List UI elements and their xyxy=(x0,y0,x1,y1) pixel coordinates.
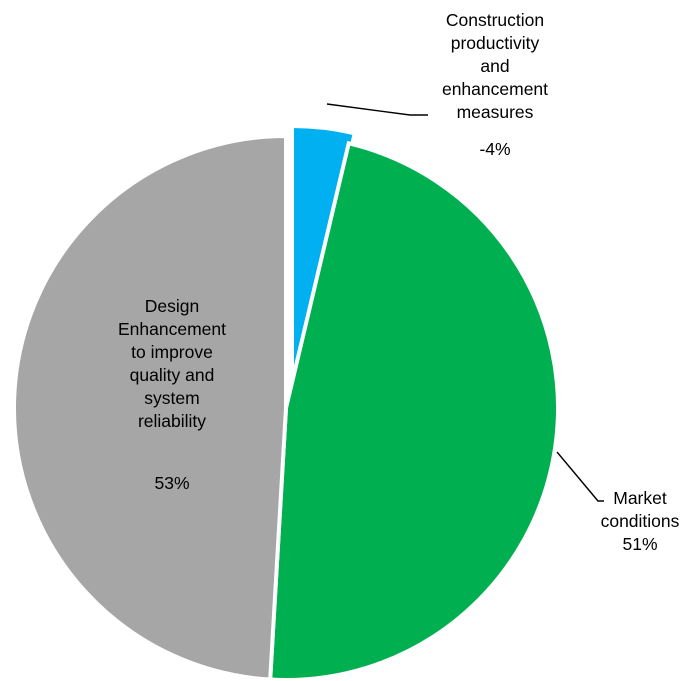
slice-label-line: quality and xyxy=(130,365,215,385)
pie-slices xyxy=(12,123,560,681)
slice-label-line: system xyxy=(144,388,199,408)
pie-slice-design xyxy=(12,133,288,681)
leader-line-construction xyxy=(326,103,428,116)
slice-label-line: to improve xyxy=(131,342,213,362)
slice-label-construction: Construction productivity and enhancement me… xyxy=(442,10,548,159)
slice-label-market: Market conditions 51% xyxy=(601,488,680,554)
leader-line-market xyxy=(556,451,604,502)
slice-label-line: Design xyxy=(145,296,199,316)
slice-label-line: enhancement xyxy=(442,79,548,99)
slice-labels: Construction productivity and enhancement me… xyxy=(118,10,680,554)
slice-label-line: measures xyxy=(457,102,534,122)
slice-label-line: Market xyxy=(613,488,667,508)
leader-lines xyxy=(326,103,604,502)
slice-label-line: productivity xyxy=(451,33,540,53)
slice-value-market: 51% xyxy=(622,534,657,554)
pie-slice-market xyxy=(268,140,560,681)
slice-label-line: Construction xyxy=(446,10,544,30)
slice-label-line: reliability xyxy=(138,411,206,431)
slice-label-line: Enhancement xyxy=(118,319,226,339)
slice-label-line: and xyxy=(480,56,509,76)
slice-value-design: 53% xyxy=(154,473,189,493)
slice-label-design: Design Enhancement to improve quality and sy… xyxy=(118,296,226,493)
slice-value-construction: -4% xyxy=(479,139,510,159)
slice-label-line: conditions xyxy=(601,511,680,531)
